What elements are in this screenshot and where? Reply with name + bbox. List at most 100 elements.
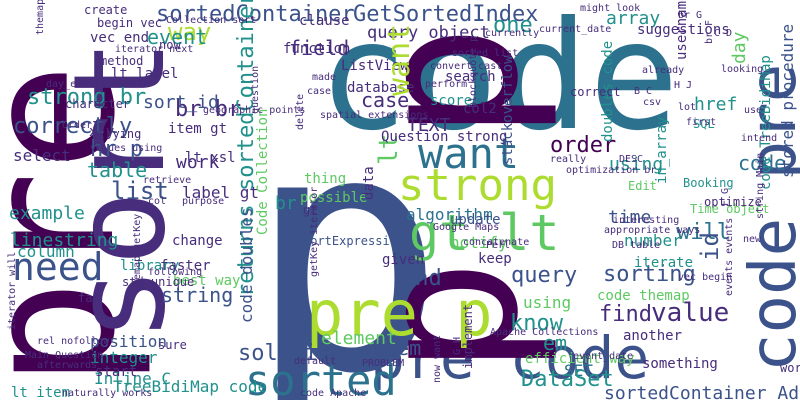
word-spatial-extensions: spatial extensions xyxy=(320,110,428,121)
word-perform: perform xyxy=(425,79,467,90)
word-id: id xyxy=(696,232,724,261)
word-stackoverflow: stackoverflow xyxy=(500,55,516,165)
word-create: create xyxy=(84,3,127,17)
word-function: function xyxy=(283,41,350,57)
word-gt: gt xyxy=(303,203,317,217)
word-want: want xyxy=(382,24,417,96)
word-lt-item: lt item xyxy=(11,385,70,400)
word-concatenate: concatenate xyxy=(463,237,529,248)
word-booking: Booking xyxy=(683,176,734,190)
word-another: another xyxy=(623,328,682,344)
word-doubles-code: doubles code xyxy=(600,41,616,142)
word-gt-lt: gt lt xyxy=(409,204,560,262)
word-know: know xyxy=(510,311,564,336)
word-thing: thing xyxy=(304,171,346,187)
word-retrieve: retrieve xyxy=(143,175,191,186)
word-new: new xyxy=(743,234,762,245)
word-sorted: sorted xyxy=(245,356,397,400)
word-in-array: in_array xyxy=(654,117,670,184)
word-br: br xyxy=(275,193,297,214)
word-sort-id: sort_id xyxy=(143,92,219,113)
word-current-date: current_date xyxy=(539,24,611,35)
word-begin-vec: begin vec xyxy=(97,16,162,30)
word-getsortedindex: GetSortedIndex xyxy=(353,2,538,27)
word-set: SET xyxy=(564,361,593,380)
word-p: p xyxy=(247,62,446,400)
word-end: end xyxy=(402,266,442,291)
word-interesting: interesting xyxy=(613,215,679,226)
word-day-events-events: day_events events xyxy=(46,79,148,90)
word-notify: notify xyxy=(450,233,508,252)
word-efficient-way: efficient way xyxy=(525,351,635,367)
word-query-object: query object xyxy=(367,23,490,43)
word-strong: strong xyxy=(398,160,557,211)
word-algorithm: algorithm xyxy=(406,205,493,224)
word-values-using: values using xyxy=(90,143,162,154)
word-number: number xyxy=(624,231,682,250)
word-code-pre: code pre xyxy=(737,64,800,372)
word-case: case xyxy=(361,88,409,112)
word-made: made xyxy=(312,72,336,83)
word-strong-br: strong br xyxy=(27,85,146,110)
word-sorted-list: sorted list xyxy=(452,48,518,59)
word-character: character xyxy=(65,97,130,111)
word-query: query xyxy=(511,263,577,288)
word-question-strong: Question strong xyxy=(381,129,507,145)
word-pre-p: pre p xyxy=(306,277,493,350)
word-inline-c: Inline C xyxy=(94,369,171,388)
word-works-fine: works fine xyxy=(780,361,800,375)
word-following: following xyxy=(148,267,202,278)
word-themap-values: themap values xyxy=(35,0,46,35)
word-themap-getkey: themap getKey xyxy=(132,214,143,292)
word-trying: trying xyxy=(98,127,141,141)
word-events-events: events events xyxy=(724,218,735,296)
word-collection-sort: Collection sort xyxy=(166,15,256,26)
word-href: href xyxy=(694,94,737,115)
word-case: case xyxy=(307,86,331,97)
word-iterator-will: iterator will xyxy=(7,252,18,330)
word-google-maps: Google Maps xyxy=(433,222,499,233)
word-appropriate-ways: appropriate ways xyxy=(604,225,700,236)
word-edit: Edit xyxy=(628,179,657,193)
word-text: TEXT xyxy=(407,115,451,136)
word-dataset: DataSet xyxy=(521,367,614,392)
word-orderid: OrderId xyxy=(62,120,104,131)
word-code-themap: code themap xyxy=(597,288,690,304)
word-getkey-iterator: getKey iterator xyxy=(309,187,320,277)
word-label-gt: label gt xyxy=(182,183,259,202)
word-score: score xyxy=(430,93,472,109)
word-now-want: now want xyxy=(432,335,443,383)
word-col2: col2 xyxy=(463,101,497,117)
word-std-unique: std unique xyxy=(122,275,194,289)
word-integer: integer xyxy=(90,348,158,367)
word-suggestions: suggestions xyxy=(637,22,730,38)
word-event: event xyxy=(147,25,207,49)
word-column: column xyxy=(17,242,75,261)
word-keep: keep xyxy=(478,251,512,267)
word-using: using xyxy=(523,293,571,312)
word-optimization-br: optimization br xyxy=(566,165,656,176)
word-username: username xyxy=(674,0,690,60)
word-vec-begin: vec begin xyxy=(678,272,732,283)
word-solution: solution xyxy=(238,341,344,366)
word-time: time xyxy=(608,207,651,228)
word-find: find xyxy=(599,302,652,327)
word-f-g: F G xyxy=(720,188,731,206)
word-g-h: G H xyxy=(452,337,463,355)
word-item-gt: item gt xyxy=(168,121,227,137)
word-br-br: br br xyxy=(175,97,241,122)
word-seem: seem xyxy=(373,336,421,360)
word-lot: lot xyxy=(678,102,696,113)
word-sort: sort xyxy=(46,39,193,342)
word-geographic-points: geographic points xyxy=(203,105,305,116)
word-vec-end: vec end xyxy=(90,30,149,46)
word-already: already xyxy=(642,65,684,76)
word-desc: DESC xyxy=(619,154,643,165)
word-sortedcontainer: sortedContainer xyxy=(156,2,355,27)
word-might-look: might look xyxy=(580,3,640,14)
word-day: day xyxy=(729,31,750,64)
word-rel-nofollow: rel nofollow xyxy=(37,336,110,347)
word-code: code xyxy=(318,0,679,164)
